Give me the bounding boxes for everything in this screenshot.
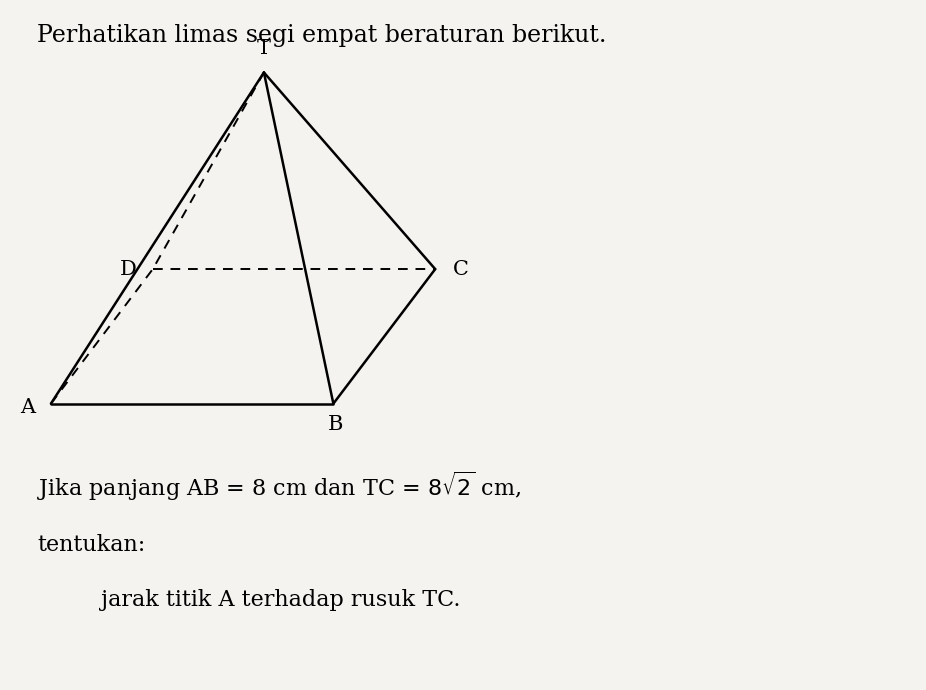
Text: Perhatikan limas segi empat beraturan berikut.: Perhatikan limas segi empat beraturan be… bbox=[37, 24, 607, 47]
Text: B: B bbox=[328, 415, 343, 434]
Text: A: A bbox=[20, 397, 35, 417]
Text: D: D bbox=[119, 259, 136, 279]
Text: Jika panjang AB = 8 cm dan TC = $8\sqrt{2}$ cm,: Jika panjang AB = 8 cm dan TC = $8\sqrt{… bbox=[37, 470, 521, 503]
Text: C: C bbox=[453, 259, 469, 279]
Text: jarak titik A terhadap rusuk TC.: jarak titik A terhadap rusuk TC. bbox=[37, 589, 460, 611]
Text: T: T bbox=[257, 39, 271, 58]
Text: tentukan:: tentukan: bbox=[37, 534, 145, 556]
